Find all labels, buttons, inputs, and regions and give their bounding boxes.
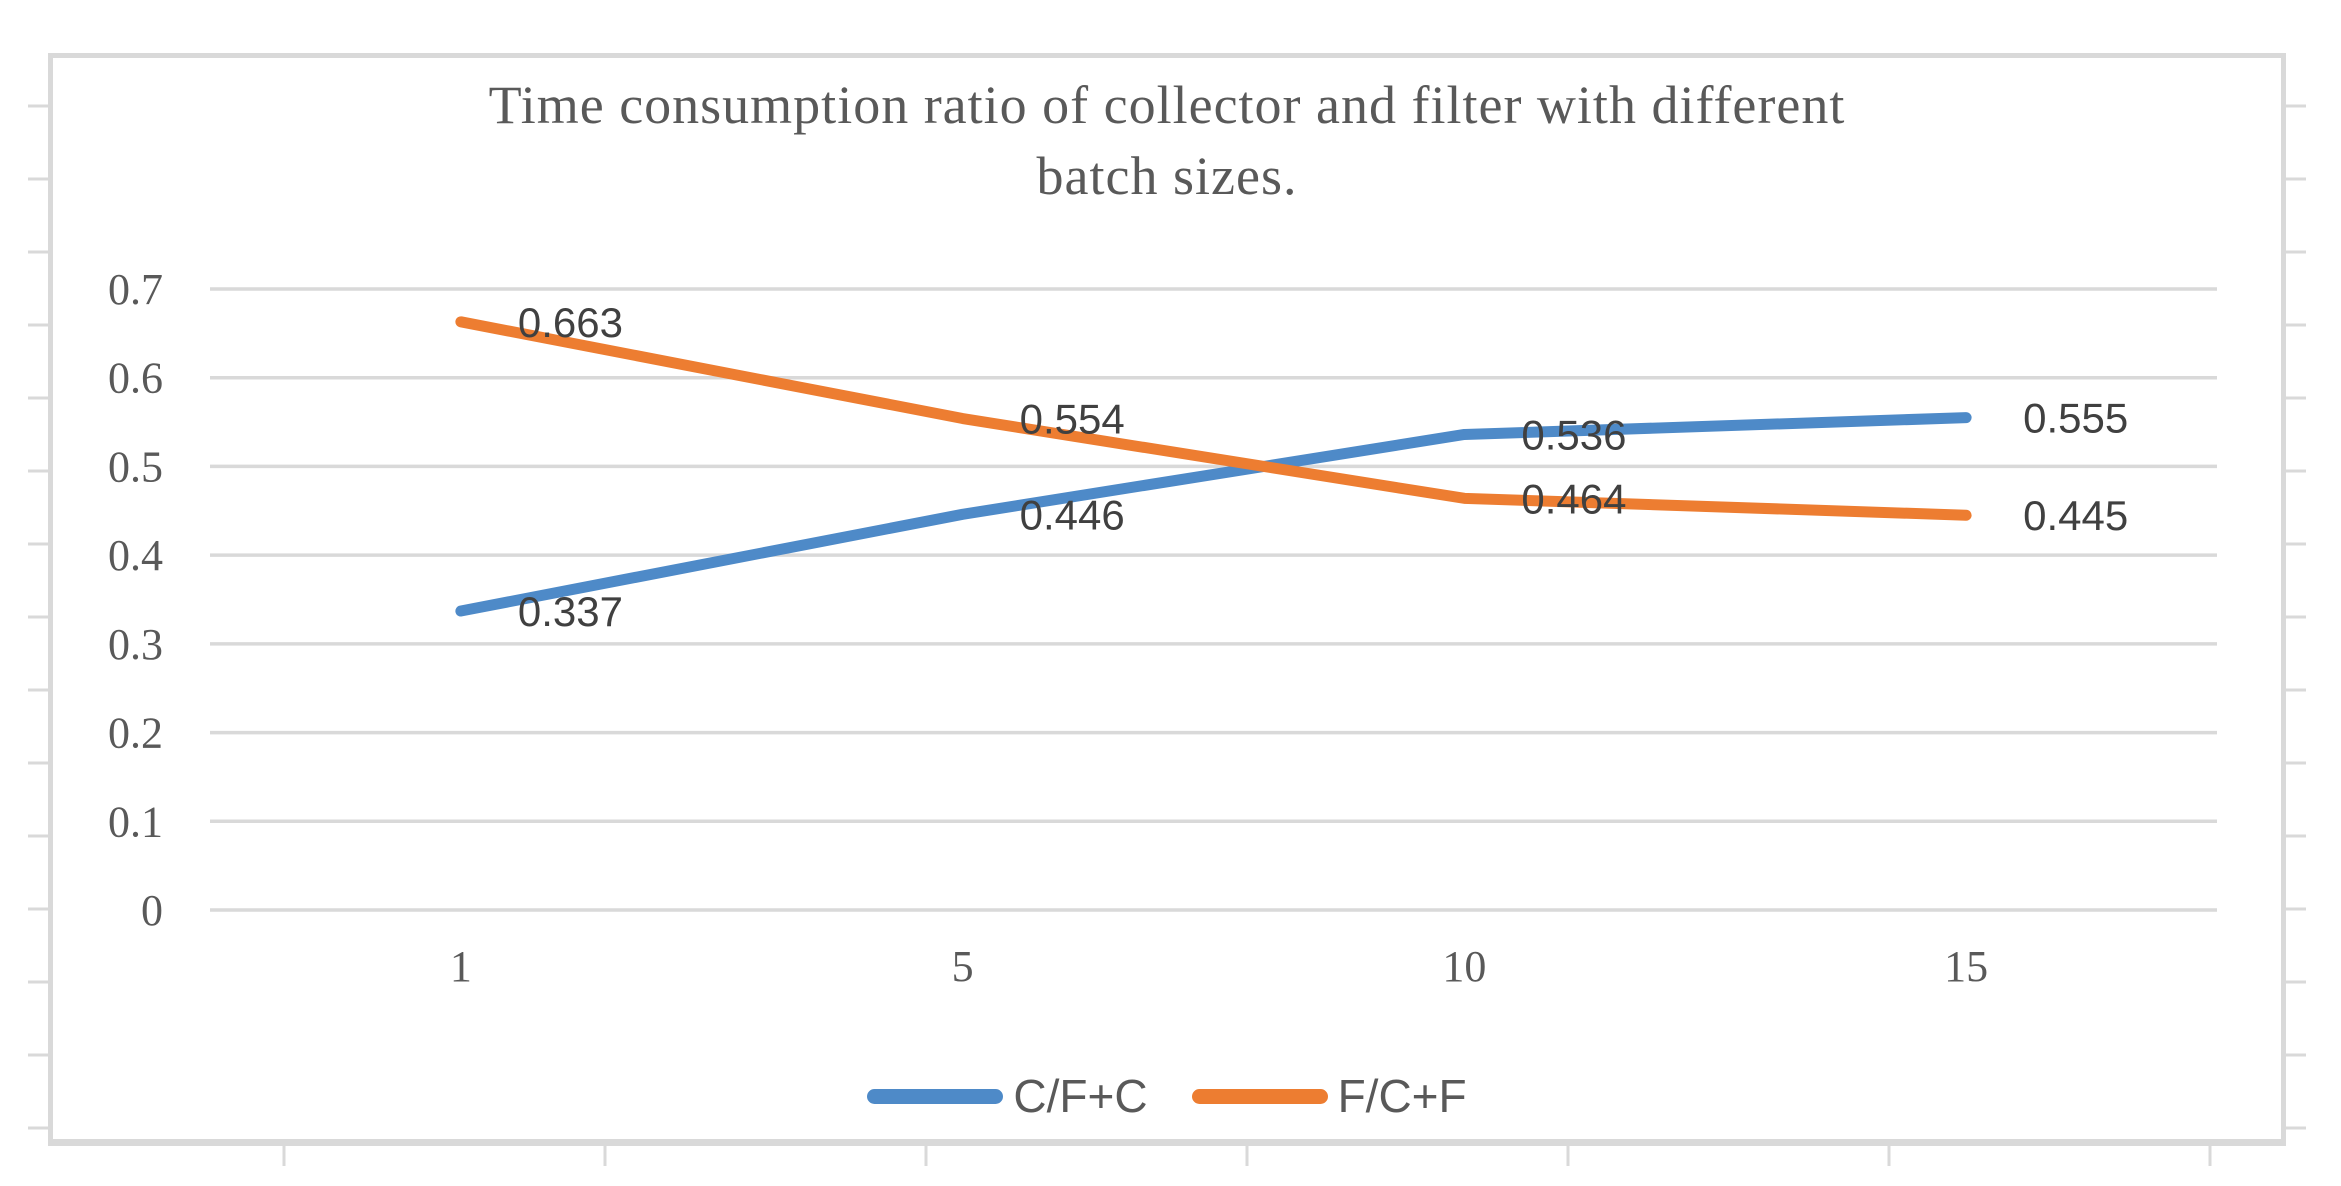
data-point-label: 0.446 <box>1020 491 1125 538</box>
x-axis-tick-label: 15 <box>1944 942 1988 991</box>
series-line-f-c-f <box>455 316 1972 521</box>
y-axis-tick-label: 0.1 <box>108 797 163 846</box>
legend-label-fcf: F/C+F <box>1337 1070 1467 1122</box>
chart-title: Time consumption ratio of collector and … <box>48 70 2286 212</box>
data-point-label: 0.337 <box>518 588 623 635</box>
chart-legend: C/F+C F/C+F <box>48 1068 2286 1124</box>
y-axis-tick-label: 0.4 <box>108 531 163 580</box>
chart-frame <box>48 53 2286 1146</box>
legend-swatch-cfc <box>867 1088 1004 1104</box>
chart-title-line-2: batch sizes. <box>1036 146 1298 206</box>
y-axis-tick-label: 0.2 <box>108 709 163 758</box>
legend-item-cfc: C/F+C <box>867 1070 1148 1122</box>
x-axis-tick-label: 10 <box>1442 942 1486 991</box>
legend-label-cfc: C/F+C <box>1013 1070 1148 1122</box>
y-axis-tick-label: 0.3 <box>108 620 163 669</box>
y-axis-tick-label: 0.6 <box>108 354 163 403</box>
legend-item-fcf: F/C+F <box>1191 1070 1467 1122</box>
data-point-label: 0.554 <box>1020 396 1125 443</box>
x-axis-tick-label: 1 <box>450 942 472 991</box>
legend-swatch-fcf <box>1191 1088 1328 1104</box>
series-line-c-f-c <box>455 412 1972 617</box>
data-point-label: 0.555 <box>2023 395 2128 442</box>
x-axis-tick-label: 5 <box>952 942 974 991</box>
chart-title-line-1: Time consumption ratio of collector and … <box>488 75 1846 135</box>
y-axis-tick-label: 0.5 <box>108 442 163 491</box>
data-point-label: 0.536 <box>1521 411 1626 458</box>
data-point-label: 0.464 <box>1521 475 1626 522</box>
y-axis-tick-label: 0 <box>141 886 163 935</box>
data-point-label: 0.663 <box>518 299 623 346</box>
data-point-label: 0.445 <box>2023 492 2128 539</box>
y-axis-tick-label: 0.7 <box>108 265 163 314</box>
